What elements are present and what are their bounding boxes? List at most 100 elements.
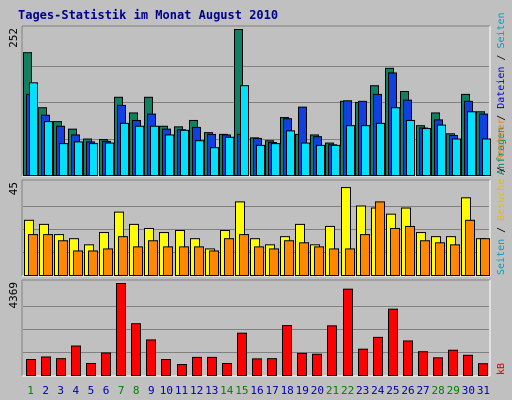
bar-seiten-day-9: [150, 125, 159, 176]
bar-kb-day-5: [86, 362, 96, 376]
bar-rechner-day-12: [194, 246, 204, 276]
bar-seiten-day-3: [59, 143, 68, 176]
bar-kb-day-12: [192, 356, 202, 377]
bar-seiten-day-23: [361, 125, 370, 177]
bar-seiten-day-12: [195, 140, 204, 177]
bar-kb-day-23: [358, 348, 368, 377]
bar-rechner-day-19: [299, 242, 309, 277]
bar-rechner-day-13: [209, 250, 219, 276]
x-tick-label-day-25: 25: [386, 384, 399, 397]
bar-rechner-day-2: [43, 234, 53, 277]
bar-kb-day-22: [343, 288, 353, 377]
bar-seiten-day-26: [406, 119, 415, 177]
bar-kb-day-1: [26, 358, 36, 376]
bar-seiten-day-31: [482, 138, 491, 176]
bar-seiten-day-27: [422, 128, 431, 176]
bar-seiten-day-24: [376, 122, 385, 176]
bar-rechner-day-16: [254, 246, 264, 276]
legend-part-2: Dateien: [496, 67, 507, 109]
x-tick-label-day-5: 5: [88, 384, 95, 397]
bar-kb-day-17: [267, 358, 277, 377]
legend-part-1: /: [496, 109, 507, 127]
x-tick-label-day-24: 24: [371, 384, 385, 397]
bar-rechner-day-29: [450, 244, 460, 276]
bar-rechner-day-4: [73, 250, 83, 276]
x-tick-label-day-18: 18: [281, 384, 294, 397]
x-tick-label-day-21: 21: [326, 384, 339, 397]
bar-seiten-day-2: [44, 121, 53, 176]
bar-rechner-day-9: [148, 240, 158, 276]
bar-kb-day-14: [222, 362, 232, 376]
bar-kb-day-13: [207, 356, 217, 377]
x-tick-label-day-31: 31: [477, 384, 490, 397]
panel-bottom-legend: kB: [496, 363, 507, 375]
bar-seiten-day-22: [346, 125, 355, 177]
bar-seiten-day-30: [467, 111, 476, 177]
bar-kb-day-20: [312, 353, 322, 376]
bar-seiten-day-11: [180, 129, 189, 176]
x-tick-label-day-12: 12: [190, 384, 203, 397]
x-tick-label-day-22: 22: [341, 384, 354, 397]
bar-seiten-day-29: [452, 138, 461, 176]
bar-seiten-day-17: [271, 143, 280, 176]
bar-rechner-day-17: [269, 248, 279, 277]
bar-rechner-day-21: [329, 248, 339, 277]
chart-panels: 252 Anfragen / Dateien / Seiten 45 Seiten /…: [7, 12, 507, 377]
x-tick-label-day-13: 13: [205, 384, 218, 397]
x-tick-label-day-9: 9: [148, 384, 155, 397]
legend-part-0: Anfragen: [496, 127, 507, 175]
panel-top-legend: Anfragen / Dateien / Seiten: [496, 12, 507, 175]
legend-part-3: /: [496, 161, 507, 179]
bar-seiten-day-7: [120, 122, 129, 176]
bar-seiten-day-6: [105, 142, 114, 176]
x-tick-label-day-8: 8: [133, 384, 140, 397]
panel-bottom-bars: [26, 283, 488, 377]
bar-seiten-day-19: [301, 142, 310, 176]
x-tick-label-day-15: 15: [235, 384, 248, 397]
bar-rechner-day-26: [405, 225, 415, 276]
bar-kb-day-31: [478, 363, 488, 376]
x-tick-label-day-28: 28: [432, 384, 445, 397]
bar-rechner-day-20: [314, 246, 324, 276]
bar-rechner-day-15: [239, 234, 249, 277]
panel-top-max-label: 252: [7, 28, 20, 48]
x-tick-label-day-1: 1: [27, 384, 34, 397]
bar-seiten-day-1: [29, 82, 38, 176]
x-tick-label-day-14: 14: [220, 384, 234, 397]
bar-seiten-day-5: [89, 143, 98, 176]
panel-bottom: 4369 kB: [7, 279, 507, 377]
x-tick-label-day-29: 29: [447, 384, 460, 397]
bar-kb-day-9: [146, 339, 156, 376]
bar-rechner-day-5: [88, 250, 98, 276]
bar-rechner-day-6: [103, 248, 113, 277]
bar-seiten-day-10: [165, 134, 174, 176]
bar-kb-day-16: [252, 358, 262, 377]
bar-rechner-day-14: [224, 238, 234, 276]
bar-rechner-day-27: [420, 240, 430, 276]
bar-seiten-day-20: [316, 144, 325, 176]
x-tick-label-day-4: 4: [73, 384, 80, 397]
x-tick-label-day-27: 27: [416, 384, 429, 397]
bar-kb-day-21: [327, 325, 337, 376]
bar-rechner-day-30: [465, 219, 475, 277]
x-tick-label-day-23: 23: [356, 384, 369, 397]
bar-rechner-day-28: [435, 242, 445, 277]
legend-part-4: Rechner: [496, 118, 507, 160]
x-tick-label-day-26: 26: [401, 384, 414, 397]
bar-rechner-day-24: [375, 201, 385, 276]
x-tick-label-day-19: 19: [296, 384, 309, 397]
bar-kb-day-27: [418, 351, 428, 376]
bar-seiten-day-21: [331, 144, 340, 176]
x-tick-label-day-16: 16: [250, 384, 263, 397]
bar-kb-day-6: [101, 352, 111, 377]
bar-kb-day-29: [448, 349, 458, 376]
panel-middle-legend: Seiten / Besuche / Rechner: [496, 118, 507, 275]
bar-kb-day-3: [56, 358, 66, 377]
bar-kb-day-2: [41, 356, 51, 377]
x-tick-label-day-30: 30: [462, 384, 475, 397]
x-tick-label-day-3: 3: [57, 384, 64, 397]
bar-kb-day-11: [177, 364, 187, 377]
x-tick-label-day-17: 17: [265, 384, 278, 397]
bar-seiten-day-25: [391, 107, 400, 176]
